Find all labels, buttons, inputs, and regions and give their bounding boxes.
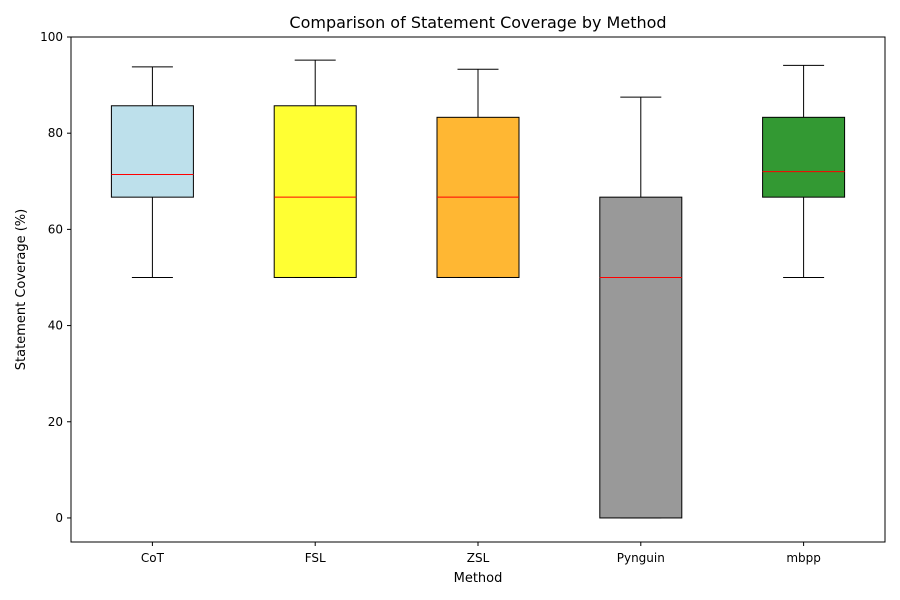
- plot-area: [110, 59, 846, 519]
- y-axis-label: Statement Coverage (%): [14, 209, 29, 370]
- box-body: [110, 105, 194, 198]
- x-tick-label: FSL: [305, 551, 326, 565]
- box-pynguin: [599, 96, 683, 519]
- box-mbpp: [762, 64, 846, 278]
- x-axis: CoT FSL ZSL Pynguin mbpp: [141, 542, 821, 565]
- y-axis: 0 20 40 60 80 100: [40, 30, 71, 525]
- box-body: [762, 116, 846, 198]
- box-fsl: [273, 59, 357, 278]
- x-axis-label: Method: [454, 571, 503, 586]
- y-tick-label: 20: [48, 415, 63, 429]
- box-body: [599, 196, 683, 519]
- x-tick-label: CoT: [141, 551, 165, 565]
- y-tick-label: 0: [55, 511, 63, 525]
- x-tick-label: ZSL: [467, 551, 490, 565]
- y-tick-label: 60: [48, 222, 63, 236]
- box-body: [273, 105, 357, 278]
- x-tick-label: Pynguin: [617, 551, 665, 565]
- y-tick-label: 100: [40, 30, 63, 44]
- box-zsl: [436, 68, 520, 278]
- x-tick-label: mbpp: [786, 551, 821, 565]
- box-cot: [110, 66, 194, 278]
- y-tick-label: 80: [48, 126, 63, 140]
- chart-title: Comparison of Statement Coverage by Meth…: [289, 13, 666, 32]
- y-tick-label: 40: [48, 319, 63, 333]
